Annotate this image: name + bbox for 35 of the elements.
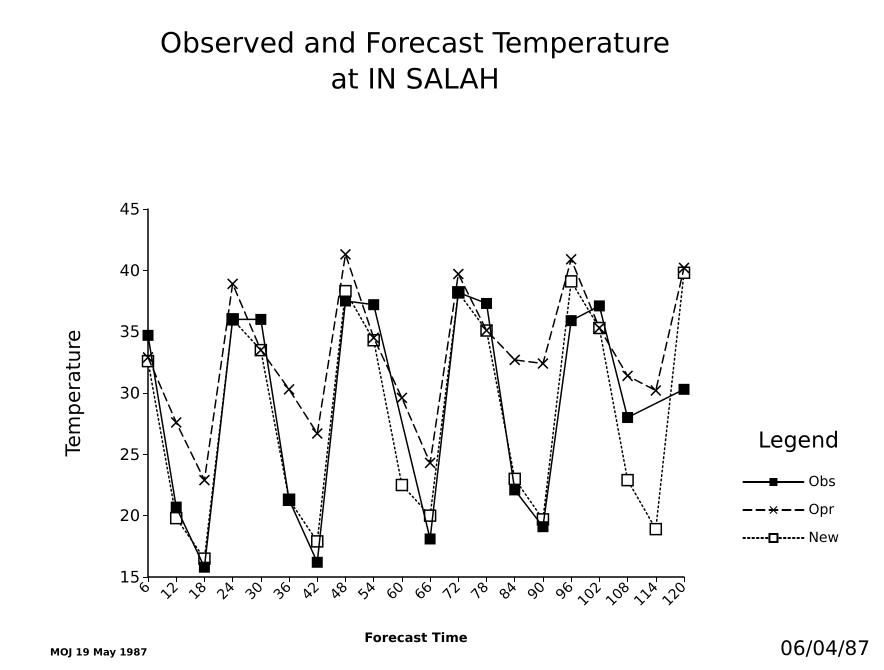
x-tick-label: 42 [299,579,323,604]
x-tick-label: 36 [270,579,295,604]
x-tick-label: 18 [186,579,210,604]
legend-title: Legend [758,428,840,454]
y-tick-label: 45 [120,200,140,218]
x-tick-label: 72 [440,579,464,604]
x-tick-label: 108 [603,579,634,610]
chart-title: Observed and Forecast Temperature at IN SALAH [160,26,670,96]
x-tick-label: 66 [412,579,436,604]
legend-label: Obs [808,474,836,490]
y-tick-label: 40 [120,260,140,280]
x-tick-label: 54 [355,579,380,604]
x-tick-label: 24 [214,579,238,604]
y-tick-label: 15 [120,568,140,586]
x-tick-label: 60 [384,579,408,604]
y-tick-label: 30 [120,384,140,402]
x-tick-label: 114 [631,579,662,610]
x-tick-label: 120 [659,579,690,610]
text: MOJ 19 May 1987 [50,648,148,658]
x-tick-label: 96 [552,579,577,604]
legend-label: Opr [808,502,834,518]
text: 06/04/87 [780,636,870,660]
x-tick-label: 90 [524,579,549,604]
y-tick-label: 35 [120,322,140,342]
x-tick-label: 102 [574,579,606,610]
x-tick-label: 48 [327,579,352,604]
x-tick-label: 84 [496,579,520,604]
y-axis-title: Temperature [61,330,85,458]
y-tick-label: 25 [120,444,140,464]
y-tick-label: 20 [120,506,140,526]
x-tick-label: 12 [158,579,182,604]
legend-label: New [808,530,840,546]
x-tick-label: 30 [242,579,266,604]
x-axis-title: Forecast Time [364,631,468,646]
x-tick-label: 78 [468,579,492,604]
